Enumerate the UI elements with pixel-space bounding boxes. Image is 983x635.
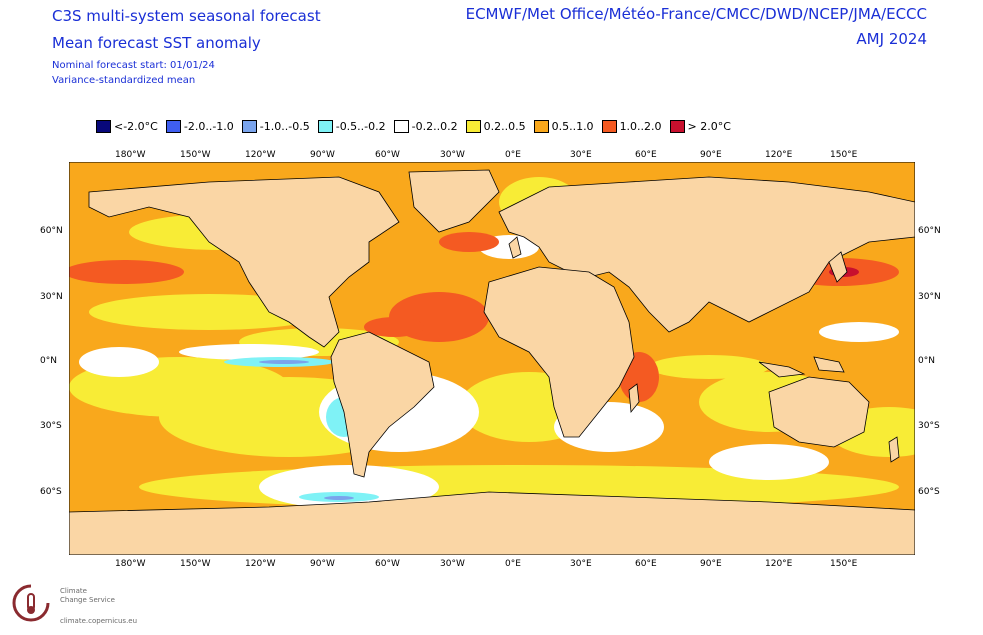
lon-tick-label: 0°E [505,150,521,160]
copernicus-logo-icon [12,584,50,622]
legend-label: 0.5..1.0 [551,119,594,133]
lat-tick-label-right: 60°S [918,487,940,497]
legend-swatch [601,119,617,133]
lon-tick-label: 120°W [245,150,276,160]
legend-label: > 2.0°C [687,119,731,133]
season-label: AMJ 2024 [856,30,927,48]
logo-line1: Climate [60,587,87,595]
legend-label: -0.2..0.2 [411,119,458,133]
lon-tick-label: 30°W [440,559,465,569]
lon-tick-label: 60°W [375,559,400,569]
lon-tick-label: 150°E [830,150,858,160]
lat-tick-label-left: 60°N [40,226,63,236]
legend-swatch [669,119,685,133]
legend-item: -0.5..-0.2 [317,119,386,133]
legend-item: -2.0..-1.0 [165,119,234,133]
lon-tick-label: 150°E [830,559,858,569]
legend-label: 1.0..2.0 [619,119,662,133]
centres-label: ECMWF/Met Office/Météo-France/CMCC/DWD/N… [465,5,927,23]
legend-label: -1.0..-0.5 [259,119,310,133]
legend-swatch [241,119,257,133]
lat-tick-label-right: 60°N [918,226,941,236]
land-masses [69,169,915,555]
lon-tick-label: 90°W [310,150,335,160]
lat-tick-label-left: 30°S [40,421,62,431]
lon-tick-label: 120°W [245,559,276,569]
legend-item: > 2.0°C [669,119,731,133]
legend: <-2.0°C -2.0..-1.0 -1.0..-0.5 -0.5..-0.2 -0.… [96,118,739,134]
legend-swatch [317,119,333,133]
legend-item: -0.2..0.2 [393,119,458,133]
logo-url: climate.copernicus.eu [60,617,138,625]
lon-tick-label: 180°W [115,559,146,569]
legend-swatch [533,119,549,133]
lon-tick-label: 120°E [765,150,793,160]
legend-label: 0.2..0.5 [483,119,526,133]
sst-anomaly-map [69,162,915,555]
legend-label: -2.0..-1.0 [183,119,234,133]
lon-tick-label: 90°E [700,150,722,160]
legend-swatch [393,119,409,133]
method-label: Variance-standardized mean [52,75,196,86]
lon-tick-label: 30°E [570,150,592,160]
lon-tick-label: 180°W [115,150,146,160]
legend-swatch [465,119,481,133]
lon-tick-label: 30°W [440,150,465,160]
legend-swatch [165,119,181,133]
title-line2: Mean forecast SST anomaly [52,34,261,52]
legend-item: -1.0..-0.5 [241,119,310,133]
lat-tick-label-left: 60°S [40,487,62,497]
lon-tick-label: 60°W [375,150,400,160]
nominal-start: Nominal forecast start: 01/01/24 [52,60,215,71]
legend-item: 0.2..0.5 [465,119,526,133]
lon-tick-label: 150°W [180,559,211,569]
legend-item: <-2.0°C [96,119,158,133]
lon-tick-label: 90°E [700,559,722,569]
cool-core-zones [259,360,354,500]
lon-tick-label: 90°W [310,559,335,569]
lon-tick-label: 60°E [635,150,657,160]
lon-tick-label: 120°E [765,559,793,569]
legend-item: 0.5..1.0 [533,119,594,133]
legend-swatch [96,119,111,133]
lat-tick-label-left: 0°N [40,356,57,366]
lon-tick-label: 60°E [635,559,657,569]
logo-line2: Change Service [60,596,115,604]
lon-tick-label: 150°W [180,150,211,160]
lon-tick-label: 0°E [505,559,521,569]
legend-label: <-2.0°C [114,119,158,133]
lon-tick-label: 30°E [570,559,592,569]
lat-tick-label-right: 0°N [918,356,935,366]
legend-item: 1.0..2.0 [601,119,662,133]
lat-tick-label-right: 30°S [918,421,940,431]
lat-tick-label-right: 30°N [918,292,941,302]
lat-tick-label-left: 30°N [40,292,63,302]
legend-label: -0.5..-0.2 [335,119,386,133]
title-line1: C3S multi-system seasonal forecast [52,7,321,25]
